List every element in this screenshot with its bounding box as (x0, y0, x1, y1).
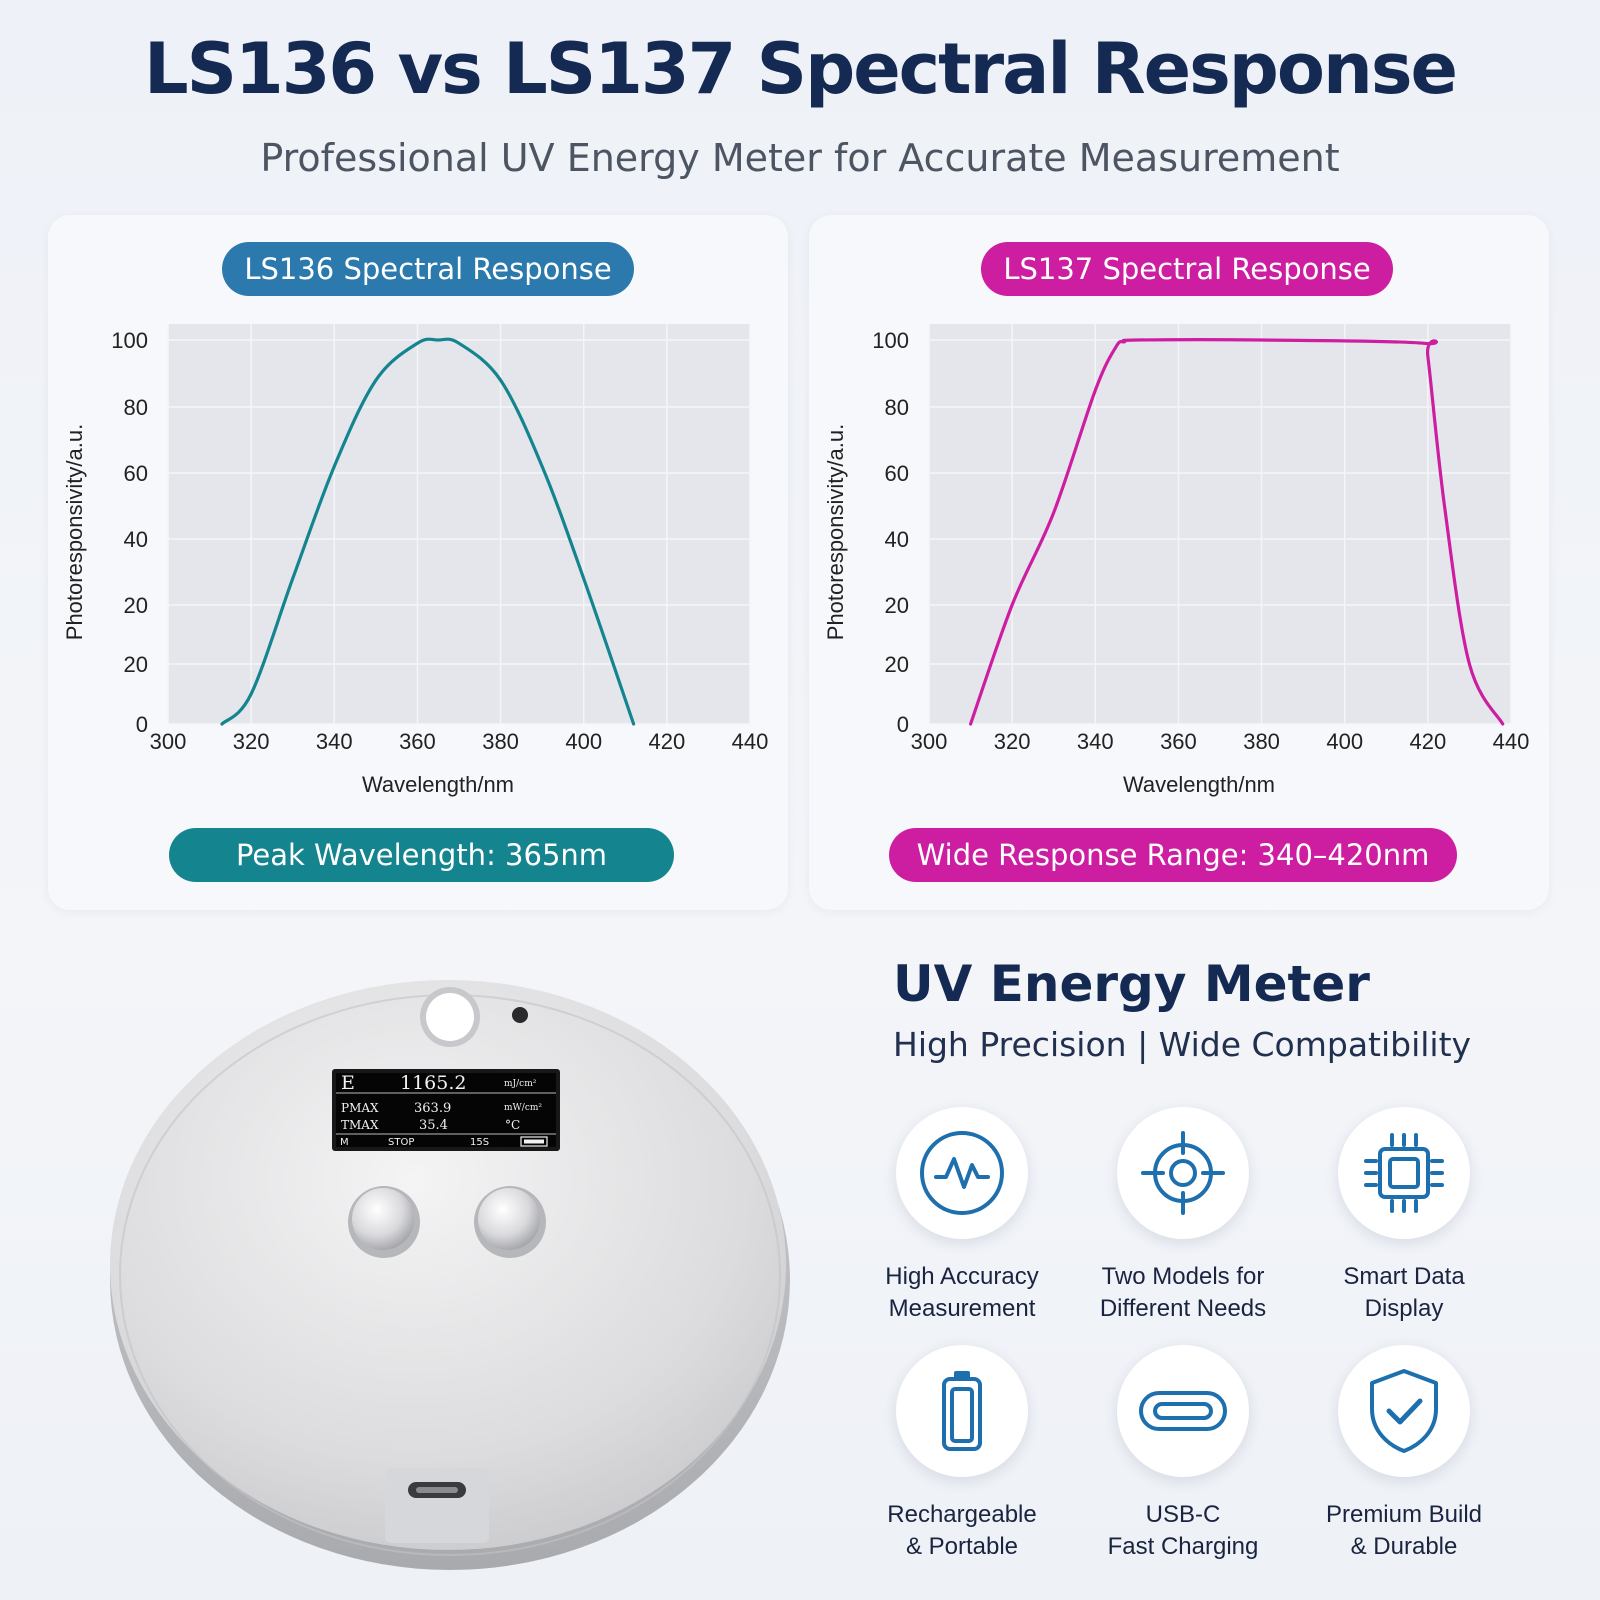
x-tick-label: 380 (1243, 729, 1280, 754)
feature-two-models: Two Models for Different Needs (1073, 1107, 1293, 1325)
left-button[interactable] (348, 1186, 420, 1258)
x-tick-label: 440 (1493, 729, 1530, 754)
x-tick-label: 300 (911, 729, 948, 754)
screen-tmax-label: TMAX (341, 1118, 379, 1132)
usb-c-icon (1117, 1345, 1249, 1477)
response-range-callout: Wide Response Range: 340–420nm (889, 828, 1457, 882)
screen-energy-unit: mJ/cm² (504, 1079, 537, 1089)
screen-pmax-unit: mW/cm² (504, 1103, 542, 1113)
x-tick-label: 440 (732, 729, 769, 754)
product-subheading: High Precision | Wide Compatibility (893, 1025, 1472, 1064)
screen-tmax-unit: °C (505, 1118, 520, 1132)
target-icon (1117, 1107, 1249, 1239)
product-heading: UV Energy Meter (893, 955, 1370, 1013)
y-tick-label: 20 (885, 652, 909, 677)
x-tick-label: 340 (1077, 729, 1114, 754)
chip-icon (1338, 1107, 1470, 1239)
y-tick-label: 80 (885, 395, 909, 420)
x-axis-label: Wavelength/nm (1123, 772, 1275, 797)
shield-check-icon (1338, 1345, 1470, 1477)
x-tick-label: 320 (233, 729, 270, 754)
uv-energy-meter-device: E 1165.2 mJ/cm² PMAX 363.9 mW/cm² TMAX 3… (100, 940, 800, 1580)
feature-label-line1: High Accuracy (885, 1263, 1039, 1290)
y-tick-label: 100 (872, 328, 909, 353)
feature-label-line2: Fast Charging (1107, 1533, 1259, 1560)
chart-title-pill-ls136: LS136 Spectral Response (222, 242, 634, 296)
screen-energy-value: 1165.2 (400, 1072, 466, 1094)
feature-label-line1: Premium Build (1325, 1501, 1483, 1528)
screen-tmax-value: 35.4 (419, 1118, 448, 1133)
y-tick-label: 60 (885, 461, 909, 486)
feature-usb-c: USB-C Fast Charging (1073, 1345, 1293, 1563)
feature-label-line2: Display (1364, 1295, 1444, 1322)
screen-mode: M (340, 1137, 349, 1148)
indicator-led (512, 1007, 528, 1023)
y-tick-label: 0 (897, 712, 909, 737)
feature-label-line1: Rechargeable (887, 1501, 1037, 1528)
screen-time: 15S (470, 1137, 489, 1148)
series-line (969, 338, 1505, 726)
y-tick-label: 20 (124, 593, 148, 618)
chart-ls137: 300 320 340 360 380 400 420 440 0 20 20 40 60 80 100 Wa… (823, 324, 1530, 797)
series-line (220, 337, 636, 726)
y-tick-label: 0 (136, 712, 148, 737)
x-axis-label: Wavelength/nm (362, 772, 514, 797)
plot-area (929, 324, 1511, 724)
y-axis-label: Photoresponsivity/a.u. (62, 424, 87, 640)
waveform-icon (896, 1107, 1028, 1239)
feature-label-line1: USB-C (1145, 1501, 1221, 1528)
x-tick-label: 320 (994, 729, 1031, 754)
feature-label-line2: Measurement (888, 1295, 1036, 1322)
screen-battery-icon (520, 1136, 548, 1147)
x-tick-label: 340 (316, 729, 353, 754)
chart-panel-ls137: LS137 Spectral Response 300 320 340 360 380 4… (809, 215, 1549, 910)
x-tick-label: 380 (482, 729, 519, 754)
x-tick-label: 400 (1326, 729, 1363, 754)
feature-label-line2: Different Needs (1099, 1295, 1267, 1322)
y-tick-label: 40 (885, 527, 909, 552)
usb-c-port (385, 1468, 489, 1543)
feature-label-line1: Two Models for (1101, 1263, 1265, 1290)
y-tick-label: 20 (885, 593, 909, 618)
x-tick-label: 400 (565, 729, 602, 754)
feature-label-line2: & Portable (905, 1533, 1019, 1560)
page-subtitle: Professional UV Energy Meter for Accurat… (260, 136, 1340, 180)
right-button[interactable] (474, 1186, 546, 1258)
y-tick-label: 100 (111, 328, 148, 353)
screen-pmax-label: PMAX (341, 1101, 379, 1115)
peak-wavelength-callout: Peak Wavelength: 365nm (169, 828, 674, 882)
x-tick-label: 360 (399, 729, 436, 754)
x-tick-label: 360 (1160, 729, 1197, 754)
feature-smart-display: Smart Data Display (1294, 1107, 1514, 1325)
y-tick-label: 40 (124, 527, 148, 552)
screen-state: STOP (388, 1137, 414, 1148)
x-tick-label: 420 (648, 729, 685, 754)
y-tick-label: 60 (124, 461, 148, 486)
y-tick-label: 20 (124, 652, 148, 677)
lcd-screen: E 1165.2 mJ/cm² PMAX 363.9 mW/cm² TMAX 3… (332, 1069, 560, 1151)
chart-ls136: 300 320 340 360 380 400 420 440 0 20 20 40 60 80 100 Wa… (62, 324, 769, 797)
screen-pmax-value: 363.9 (414, 1101, 451, 1116)
uv-sensor-window (420, 987, 480, 1047)
page-title: LS136 vs LS137 Spectral Response (144, 28, 1458, 110)
y-tick-label: 80 (124, 395, 148, 420)
y-axis-label: Photoresponsivity/a.u. (823, 424, 848, 640)
x-tick-label: 420 (1409, 729, 1446, 754)
battery-icon (896, 1345, 1028, 1477)
chart-title-pill-ls137: LS137 Spectral Response (981, 242, 1393, 296)
chart-panel-ls136: LS136 Spectral Response 300 320 340 360 380 4… (48, 215, 788, 910)
feature-premium-build: Premium Build & Durable (1294, 1345, 1514, 1563)
feature-high-accuracy: High Accuracy Measurement (852, 1107, 1072, 1325)
screen-energy-label: E (341, 1072, 355, 1094)
feature-label-line2: & Durable (1350, 1533, 1458, 1560)
feature-label-line1: Smart Data (1343, 1263, 1465, 1290)
feature-rechargeable: Rechargeable & Portable (852, 1345, 1072, 1563)
x-tick-label: 300 (150, 729, 187, 754)
